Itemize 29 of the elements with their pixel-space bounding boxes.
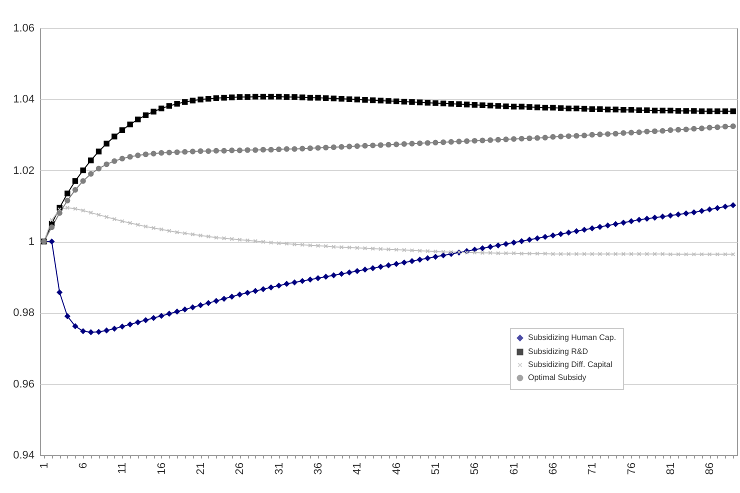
y-tick-label: 0.98 [13,307,34,320]
legend-label: Optimal Subsidy [528,373,586,382]
x-tick-label: 51 [430,462,442,475]
legend-label: Subsidizing R&D [528,347,588,356]
x-tick-label: 26 [234,462,246,475]
x-tick-label: 66 [547,462,560,475]
x-tick-label: 36 [312,462,325,475]
y-tick-label: 1.04 [13,94,34,106]
legend-label: Subsidizing Diff. Capital [528,360,613,369]
x-tick-label: 76 [626,462,638,475]
x-tick-label: 11 [116,462,129,474]
x-tick-label: 21 [195,462,208,475]
y-tick-label: 1.06 [13,22,34,34]
x-tick-label: 16 [156,462,168,475]
y-tick-label: 0.94 [13,450,34,462]
legend-label: Subsidizing Human Cap. [528,333,616,342]
y-tick-label: 0.96 [13,378,34,390]
x-tick-label: 31 [273,462,286,475]
x-tick-label: 71 [586,462,599,475]
x-tick-label: 41 [352,462,364,475]
x-tick-label: 46 [390,462,403,475]
x-tick-label: 1 [38,462,50,469]
x-tick-label: 86 [704,462,716,475]
x-tick-label: 56 [469,462,482,475]
x-tick-label: 6 [78,462,90,469]
x-tick-label: 81 [664,462,677,475]
x-tick-label: 61 [508,462,520,475]
y-tick-label: 1 [28,236,34,248]
y-tick-label: 1.02 [13,164,34,177]
